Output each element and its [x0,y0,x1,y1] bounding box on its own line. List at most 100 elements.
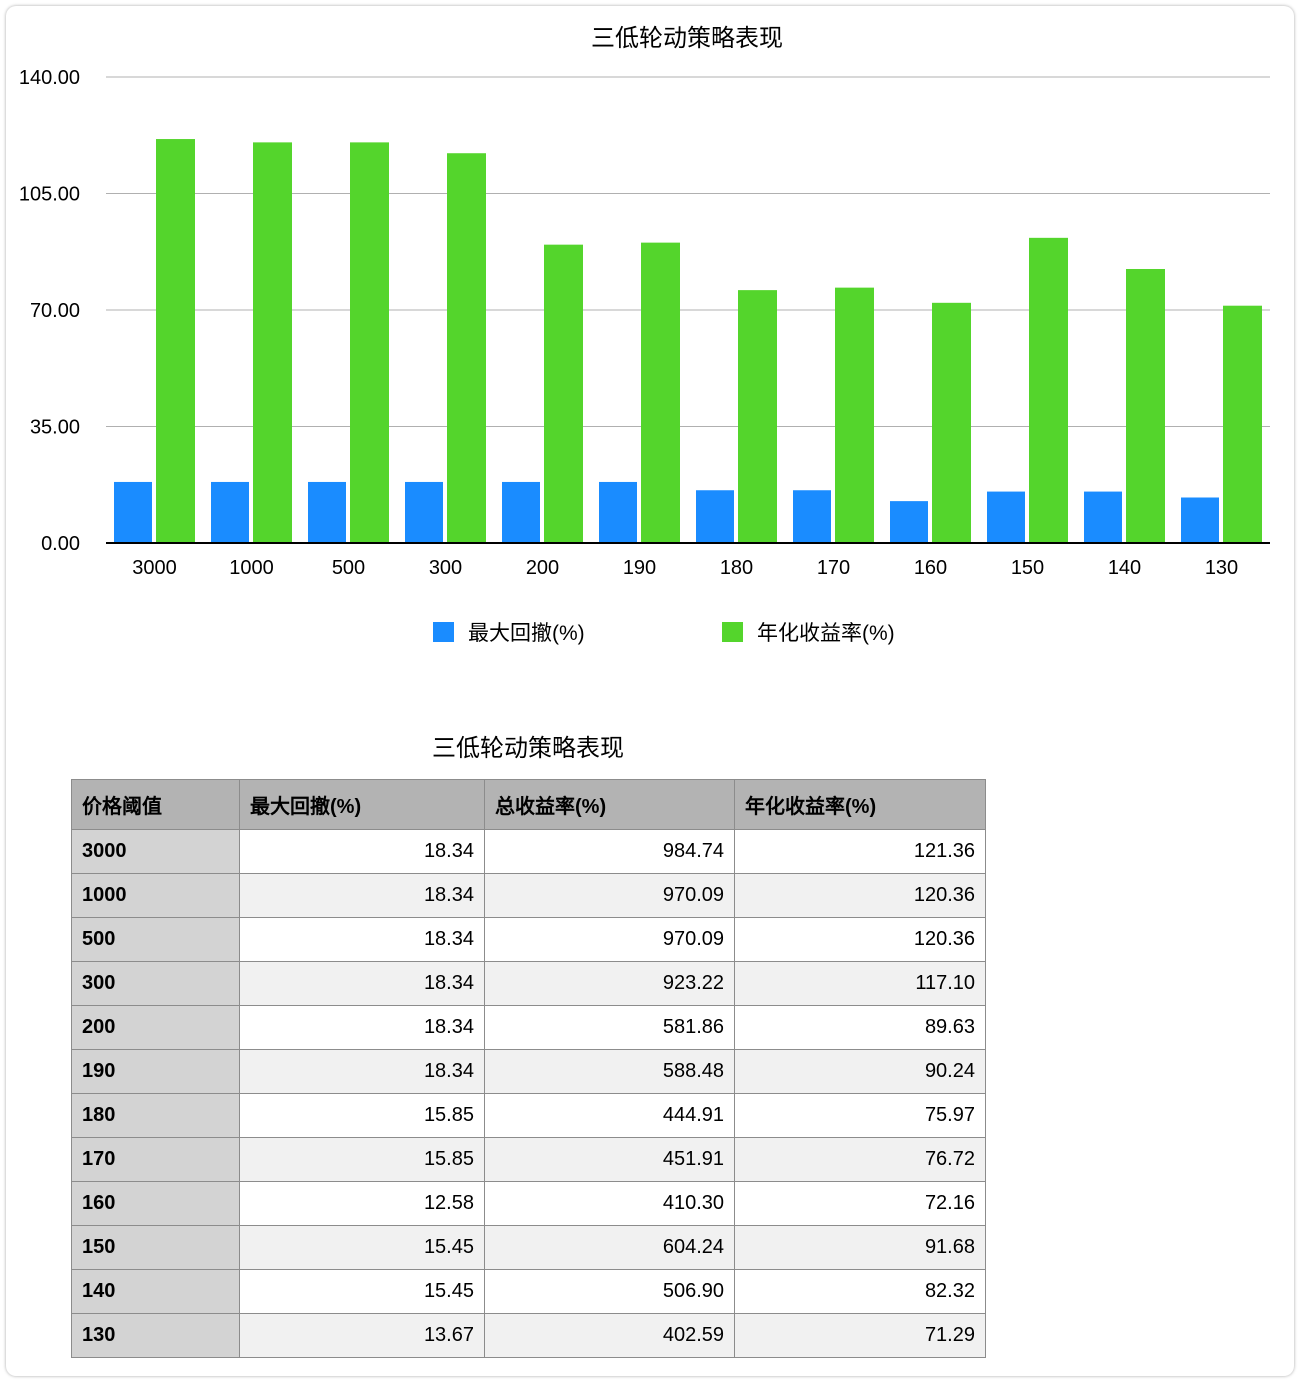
bar-max-drawdown [405,481,443,543]
table-cell: 91.68 [734,1225,986,1270]
x-tick-label: 170 [817,557,850,579]
table-cell: 75.97 [734,1093,986,1138]
table-row: 130 13.67 402.59 71.29 [71,1313,986,1358]
column-header: 价格阈值 [71,779,240,830]
table-cell: 402.59 [484,1313,735,1358]
table-cell: 89.63 [734,1005,986,1050]
table-row: 180 15.85 444.91 75.97 [71,1093,986,1138]
table-cell: 500 [71,917,240,962]
x-tick-label: 300 [429,557,462,579]
bar-annual-return [835,287,874,543]
table-cell: 15.85 [239,1093,485,1138]
table-row: 140 15.45 506.90 82.32 [71,1269,986,1314]
x-tick-label: 150 [1011,557,1044,579]
bar-max-drawdown [114,481,152,543]
table-row: 300 18.34 923.22 117.10 [71,961,986,1006]
table-row: 170 15.85 451.91 76.72 [71,1137,986,1182]
x-tick-label: 1000 [229,557,274,579]
bar-annual-return [641,242,680,544]
bar-max-drawdown [1084,491,1122,543]
table-row: 1000 18.34 970.09 120.36 [71,873,986,918]
table-cell: 451.91 [484,1137,735,1182]
table-cell: 140 [71,1269,240,1314]
bar-chart: 0.00 35.00 70.00 105.00 140.00 3000 1000 500 300… [19,67,1270,645]
table-cell: 1000 [71,873,240,918]
table-cell: 13.67 [239,1313,485,1358]
bar-annual-return [1126,268,1165,543]
table-cell: 18.34 [239,1049,485,1094]
table-cell: 190 [71,1049,240,1094]
table-cell: 970.09 [484,917,735,962]
table-cell: 18.34 [239,829,485,874]
table-row: 3000 18.34 984.74 121.36 [71,829,986,874]
table-cell: 588.48 [484,1049,735,1094]
table-cell: 18.34 [239,917,485,962]
table-cell: 120.36 [734,917,986,962]
table-cell: 76.72 [734,1137,986,1182]
table-cell: 120.36 [734,873,986,918]
bar-annual-return [544,244,583,543]
x-tick-label: 130 [1205,557,1238,579]
column-header: 总收益率(%) [484,779,735,830]
bar-max-drawdown [308,481,346,543]
table-cell: 3000 [71,829,240,874]
table-cell: 12.58 [239,1181,485,1226]
bar-annual-return [253,142,292,543]
bar-annual-return [1029,237,1068,543]
legend-label: 年化收益率(%) [757,622,895,645]
table-cell: 970.09 [484,873,735,918]
table-cell: 18.34 [239,873,485,918]
bar-max-drawdown [890,501,928,543]
table-cell: 72.16 [734,1181,986,1226]
x-tick-label: 500 [332,557,365,579]
legend-label: 最大回撤(%) [468,622,585,645]
legend-swatch [722,622,743,642]
legend-swatch [433,622,454,642]
table-cell: 444.91 [484,1093,735,1138]
data-table: 价格阈值 最大回撤(%) 总收益率(%) 年化收益率(%) 3000 18.34 984.… [71,779,986,1358]
y-tick-label: 35.00 [30,417,80,439]
table-cell: 150 [71,1225,240,1270]
bar-annual-return [350,142,389,543]
y-tick-label: 105.00 [19,184,80,206]
bar-annual-return [738,290,777,543]
table-row: 160 12.58 410.30 72.16 [71,1181,986,1226]
table-cell: 82.32 [734,1269,986,1314]
bar-max-drawdown [987,491,1025,543]
table-cell: 604.24 [484,1225,735,1270]
bar-max-drawdown [211,481,249,543]
table-cell: 410.30 [484,1181,735,1226]
table-row: 190 18.34 588.48 90.24 [71,1049,986,1094]
table-cell: 581.86 [484,1005,735,1050]
x-tick-label: 140 [1108,557,1141,579]
bar-annual-return [932,302,971,543]
y-tick-label: 0.00 [41,533,80,555]
column-header: 年化收益率(%) [734,779,986,830]
x-tick-label: 3000 [132,557,177,579]
bar-annual-return [447,153,486,543]
table-cell: 117.10 [734,961,986,1006]
table-cell: 18.34 [239,961,485,1006]
table-cell: 71.29 [734,1313,986,1358]
table-header-row: 价格阈值 最大回撤(%) 总收益率(%) 年化收益率(%) [71,779,986,830]
table-cell: 18.34 [239,1005,485,1050]
bar-annual-return [1223,305,1262,543]
table-cell: 15.85 [239,1137,485,1182]
table-cell: 180 [71,1093,240,1138]
table-cell: 121.36 [734,829,986,874]
table-row: 200 18.34 581.86 89.63 [71,1005,986,1050]
x-tick-label: 180 [720,557,753,579]
bar-max-drawdown [1181,497,1219,543]
table-cell: 170 [71,1137,240,1182]
x-tick-label: 190 [623,557,656,579]
bar-max-drawdown [599,481,637,543]
table-cell: 160 [71,1181,240,1226]
x-tick-label: 160 [914,557,947,579]
column-header: 最大回撤(%) [239,779,485,830]
table-row: 500 18.34 970.09 120.36 [71,917,986,962]
bar-annual-return [156,139,195,544]
table-cell: 923.22 [484,961,735,1006]
table-cell: 15.45 [239,1269,485,1314]
table-cell: 90.24 [734,1049,986,1094]
bar-max-drawdown [696,490,734,543]
